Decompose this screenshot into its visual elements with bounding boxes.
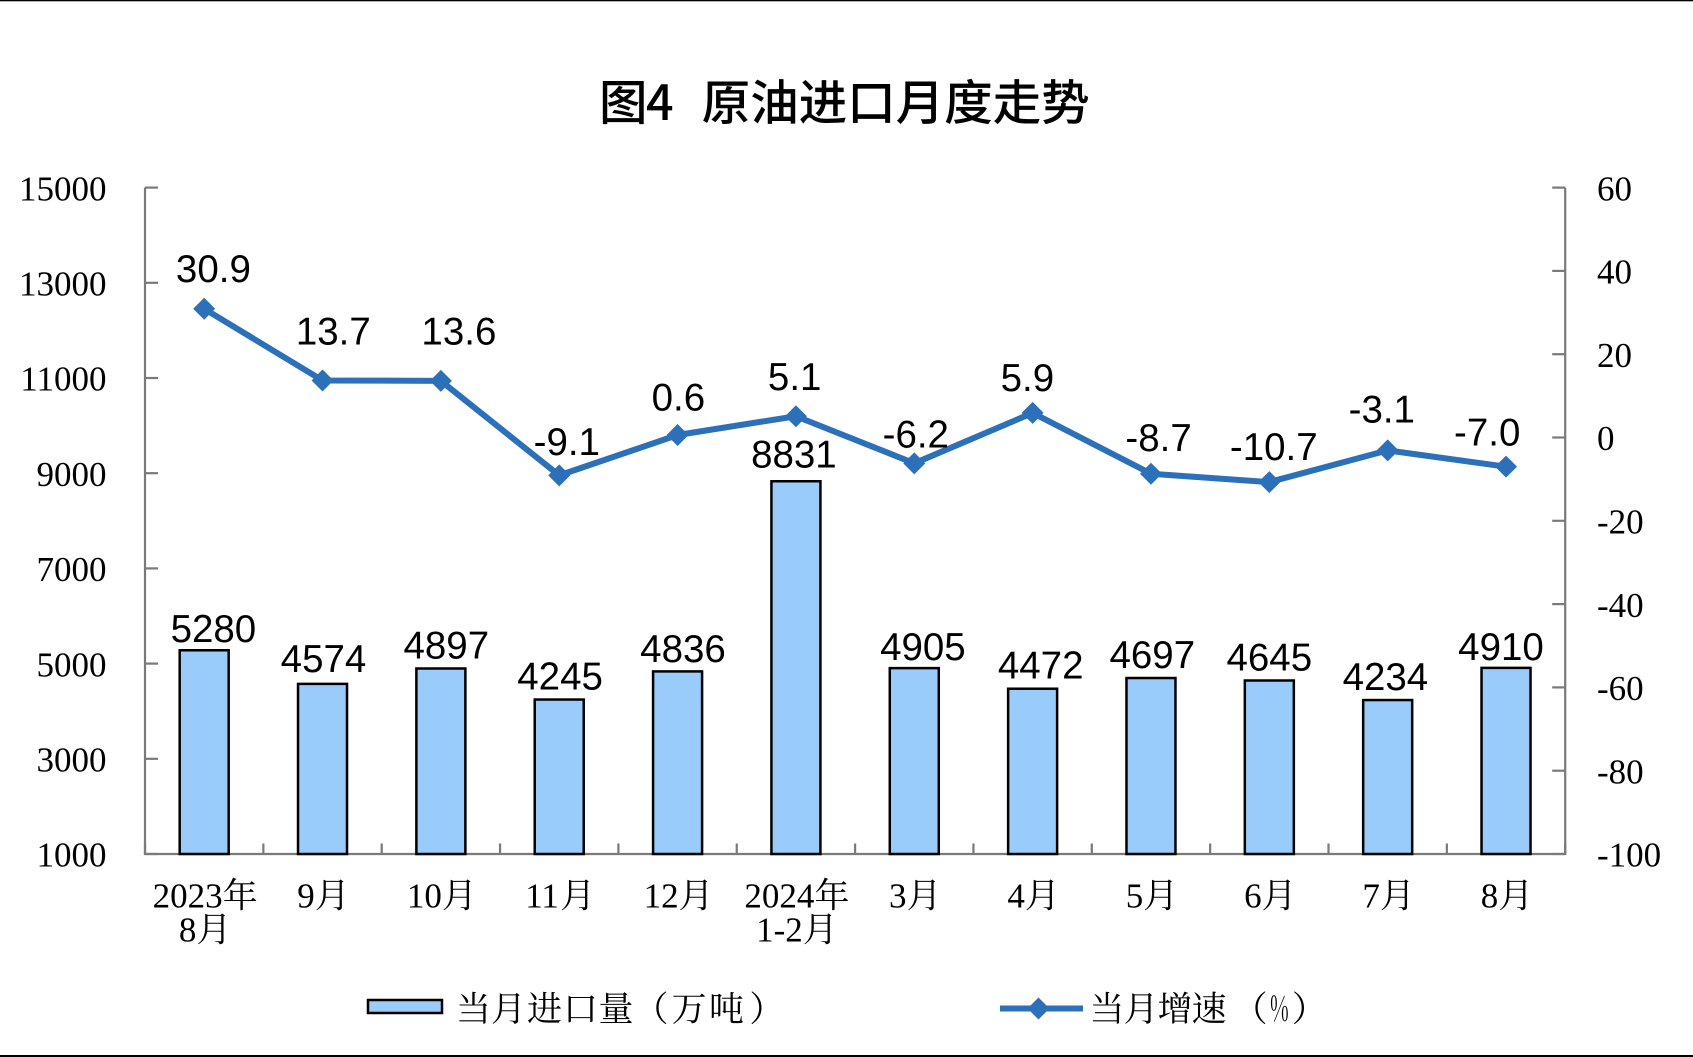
svg-text:8: 8	[1481, 877, 1499, 916]
svg-text:-3.1: -3.1	[1349, 389, 1415, 432]
svg-text:0: 0	[1597, 419, 1615, 458]
svg-text:2023: 2023	[153, 877, 223, 916]
svg-text:1000: 1000	[37, 836, 107, 875]
svg-text:7: 7	[1362, 877, 1380, 916]
svg-text:40: 40	[1597, 253, 1632, 292]
svg-text:4472: 4472	[998, 645, 1084, 688]
svg-text:4245: 4245	[517, 656, 603, 699]
svg-text:4836: 4836	[640, 628, 726, 671]
svg-text:-7.0: -7.0	[1454, 411, 1520, 454]
svg-text:30.9: 30.9	[176, 248, 251, 291]
svg-text:-60: -60	[1597, 669, 1644, 708]
svg-text:-9.1: -9.1	[534, 421, 600, 464]
svg-text:-8.7: -8.7	[1125, 417, 1191, 460]
svg-text:11000: 11000	[20, 360, 106, 399]
svg-text:10: 10	[407, 877, 442, 916]
svg-text:-80: -80	[1597, 752, 1644, 791]
svg-text:13.6: 13.6	[421, 311, 496, 354]
svg-text:-10.7: -10.7	[1230, 426, 1318, 469]
svg-text:1-2: 1-2	[756, 911, 803, 950]
svg-text:3000: 3000	[37, 741, 107, 780]
svg-text:-6.2: -6.2	[883, 413, 949, 456]
svg-text:5000: 5000	[37, 645, 107, 684]
svg-text:15000: 15000	[19, 169, 107, 208]
svg-text:4897: 4897	[403, 624, 489, 667]
svg-text:4645: 4645	[1226, 637, 1312, 680]
svg-text:8: 8	[179, 911, 197, 950]
svg-text:20: 20	[1597, 336, 1632, 375]
svg-text:4234: 4234	[1343, 656, 1429, 699]
svg-text:5280: 5280	[171, 608, 257, 651]
svg-text:-20: -20	[1597, 503, 1644, 542]
svg-text:-100: -100	[1597, 836, 1661, 875]
svg-text:11: 11	[525, 877, 559, 916]
svg-text:5: 5	[1126, 877, 1144, 916]
svg-text:9: 9	[297, 877, 315, 916]
svg-text:4574: 4574	[281, 638, 367, 681]
svg-text:2024: 2024	[744, 877, 814, 916]
svg-text:9000: 9000	[37, 455, 107, 494]
svg-text:3: 3	[889, 877, 907, 916]
svg-text:5.1: 5.1	[768, 356, 822, 399]
svg-text:7000: 7000	[37, 550, 107, 589]
svg-text:4697: 4697	[1109, 634, 1195, 677]
svg-text:13000: 13000	[19, 265, 107, 304]
svg-text:4905: 4905	[880, 626, 966, 669]
svg-text:4910: 4910	[1458, 626, 1544, 669]
svg-text:5.9: 5.9	[1001, 357, 1055, 400]
svg-text:-40: -40	[1597, 586, 1644, 625]
svg-text:0.6: 0.6	[652, 377, 706, 420]
svg-text:6: 6	[1244, 877, 1262, 916]
svg-text:4: 4	[1007, 877, 1025, 916]
svg-text:8831: 8831	[751, 433, 837, 476]
svg-text:12: 12	[644, 877, 679, 916]
svg-text:60: 60	[1597, 169, 1632, 208]
svg-text:13.7: 13.7	[296, 311, 371, 354]
